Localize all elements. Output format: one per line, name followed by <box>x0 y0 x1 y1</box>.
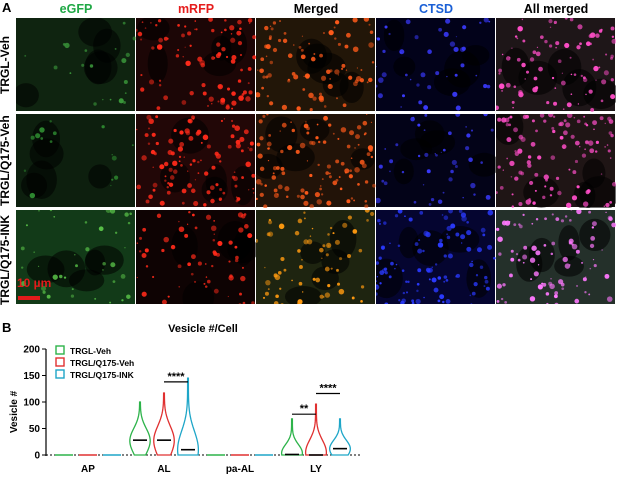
col-header-merged: Merged <box>293 2 339 16</box>
row-label-trgl-q175-ink: TRGL/Q175-INK <box>0 215 12 306</box>
micrograph-trgl-q175-ink-all-merged <box>496 210 616 304</box>
micrograph-trgl-veh-ctsd <box>376 18 495 111</box>
x-tick-label: pa-AL <box>226 464 254 475</box>
legend: TRGL-Veh TRGL/Q175-Veh TRGL/Q175-INK <box>55 345 135 380</box>
x-tick-label: LY <box>310 464 322 475</box>
legend-swatch <box>55 345 65 355</box>
row-label-trgl-veh: TRGL-Veh <box>0 36 12 95</box>
legend-swatch <box>55 369 65 379</box>
micrograph-trgl-q175-veh-all-merged <box>496 114 616 208</box>
violin <box>153 392 175 456</box>
micrograph-trgl-veh-merged <box>256 18 375 112</box>
legend-swatch <box>55 357 65 367</box>
micrograph-trgl-q175-veh-merged <box>256 114 376 208</box>
axes: 0 50 100 150 200 AP AL pa-AL LY <box>23 345 360 475</box>
chart-title: Vesicle #/Cell <box>168 323 238 335</box>
micrograph-trgl-veh-all-merged <box>496 18 616 112</box>
y-tick-label: 0 <box>34 451 40 462</box>
col-header-all-merged: All merged <box>523 2 589 16</box>
violin <box>329 418 351 456</box>
col-header-ctsd: CTSD <box>418 2 454 16</box>
micrograph-trgl-q175-ink-egfp <box>16 210 135 304</box>
violin-chart: Vesicle #/Cell Vesicle # 0 50 100 150 200 AP A… <box>9 323 360 475</box>
significance-markers: ********** <box>164 371 340 415</box>
scale-bar-label: 10 µm <box>17 276 52 290</box>
micrograph-trgl-veh-egfp <box>16 18 136 111</box>
x-tick-label: AP <box>81 464 95 475</box>
violins <box>55 377 351 456</box>
scale-bar <box>18 296 40 300</box>
legend-label: TRGL/Q175-INK <box>70 370 135 380</box>
significance-label: ** <box>300 403 309 415</box>
y-tick-label: 50 <box>29 424 41 435</box>
violin <box>176 377 200 456</box>
y-tick-label: 200 <box>23 345 40 356</box>
significance-label: **** <box>319 383 337 395</box>
y-tick-label: 100 <box>23 398 40 409</box>
micrograph-trgl-q175-veh-ctsd <box>376 114 496 207</box>
y-tick-label: 150 <box>23 371 40 382</box>
micrograph-trgl-q175-ink-ctsd <box>376 210 496 304</box>
col-header-egfp: eGFP <box>59 2 93 16</box>
panel-b-letter: B <box>2 320 12 335</box>
col-header-mrfp: mRFP <box>177 2 215 16</box>
violin <box>304 403 328 456</box>
row-label-trgl-q175-veh: TRGL/Q175-Veh <box>0 115 12 207</box>
micrograph-trgl-q175-ink-mrfp <box>136 210 256 304</box>
panel-a-letter: A <box>2 0 12 15</box>
micrograph-trgl-q175-veh-egfp <box>16 114 135 207</box>
violin <box>280 418 304 456</box>
legend-label: TRGL/Q175-Veh <box>70 358 134 368</box>
significance-label: **** <box>167 371 185 383</box>
micrograph-trgl-q175-ink-merged <box>256 210 375 304</box>
y-axis-label: Vesicle # <box>9 390 20 433</box>
violin <box>129 401 151 456</box>
micrograph-trgl-q175-veh-mrfp <box>136 114 256 207</box>
legend-label: TRGL-Veh <box>70 346 111 356</box>
micrograph-trgl-veh-mrfp <box>136 18 256 111</box>
x-tick-label: AL <box>157 464 170 475</box>
